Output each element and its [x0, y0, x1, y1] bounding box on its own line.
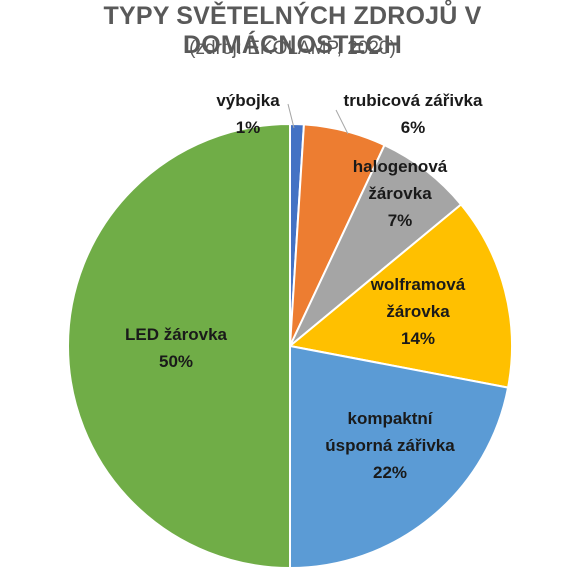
- pie-slice-5: [289, 344, 510, 570]
- slice-label-1: výbojka 1%: [216, 91, 280, 137]
- chart-subtitle: (zdroj: EKOLAMP, 2020): [189, 38, 396, 59]
- chart-title: TYPY SVĚTELNÝCH ZDROJŮ V DOMÁCNOSTECH: [103, 2, 482, 59]
- leader-line-1: [287, 103, 295, 129]
- slice-label-2: trubicová zářivka 6%: [344, 91, 483, 137]
- slice-label-6: LED žárovka 50%: [125, 325, 228, 371]
- slice-label-3: halogenová žárovka 7%: [353, 157, 448, 230]
- pie-slice-6: [67, 122, 291, 570]
- pie-slice-4: [287, 203, 513, 389]
- leader-line-2: [335, 109, 349, 135]
- slice-label-5: kompaktní úsporná zářivka 22%: [325, 409, 455, 482]
- slice-label-4: wolframová žárovka 14%: [370, 275, 466, 348]
